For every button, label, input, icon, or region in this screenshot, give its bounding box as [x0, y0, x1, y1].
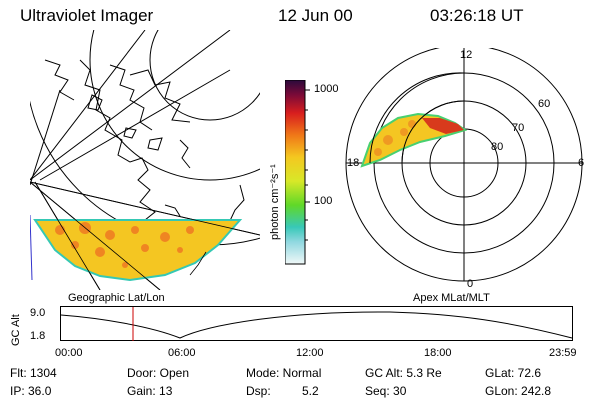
status-flt: Flt: 1304 — [10, 366, 57, 380]
colorbar-tick-1000: 1000 — [314, 83, 339, 95]
mlt-label-0: 0 — [467, 278, 474, 290]
alt-ytick-1.8: 1.8 — [30, 330, 46, 342]
mlat-label-80: 80 — [491, 141, 504, 153]
left-panel-caption: Geographic Lat/Lon — [68, 292, 165, 304]
mlt-label-6: 6 — [578, 157, 585, 169]
alt-xtick-1800: 18:00 — [424, 347, 452, 359]
colorbar — [285, 80, 310, 265]
right-panel-caption: Apex MLat/MLT — [413, 292, 490, 304]
alt-ytick-9: 9.0 — [30, 307, 46, 319]
date-label: 12 Jun 00 — [278, 6, 353, 25]
alt-xtick-0000: 00:00 — [55, 347, 83, 359]
mlt-label-18: 18 — [347, 157, 360, 169]
status-ip: IP: 36.0 — [10, 384, 52, 398]
colorbar-unit-label: photon cm⁻²s⁻¹ — [269, 164, 281, 240]
alt-xtick-2359: 23:59 — [549, 347, 577, 359]
mlat-label-70: 70 — [512, 122, 525, 134]
altitude-plot — [60, 306, 573, 341]
alt-xtick-1200: 12:00 — [296, 347, 324, 359]
alt-xtick-0600: 06:00 — [168, 347, 196, 359]
geographic-map — [30, 30, 260, 290]
status-dsp-label: Dsp: — [246, 384, 271, 398]
status-dsp-value: 5.2 — [302, 384, 319, 398]
colorbar-tick-100: 100 — [314, 195, 333, 207]
mlat-label-60: 60 — [538, 98, 551, 110]
status-door: Door: Open — [127, 366, 190, 380]
alt-plot-ylabel: GC Alt — [10, 314, 22, 346]
time-label: 03:26:18 UT — [430, 6, 524, 25]
instrument-title: Ultraviolet Imager — [20, 6, 154, 25]
mlt-label-12: 12 — [460, 49, 473, 61]
status-gc-alt: GC Alt: 5.3 Re — [365, 366, 442, 380]
status-glon: GLon: 242.8 — [485, 384, 552, 398]
polar-plot — [345, 48, 583, 282]
status-seq: Seq: 30 — [365, 384, 407, 398]
status-gain: Gain: 13 — [127, 384, 173, 398]
status-mode: Mode: Normal — [246, 366, 322, 380]
status-glat: GLat: 72.6 — [485, 366, 542, 380]
